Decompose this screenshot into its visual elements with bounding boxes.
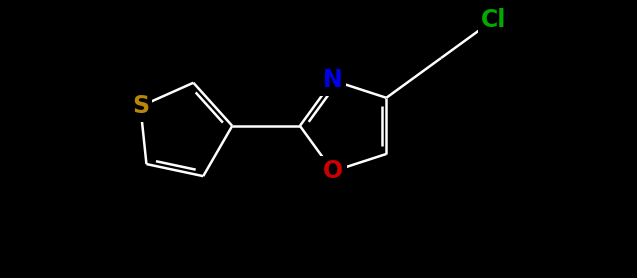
Text: N: N	[323, 68, 343, 93]
Text: O: O	[323, 159, 343, 183]
Text: S: S	[132, 94, 149, 118]
Text: Cl: Cl	[481, 8, 506, 32]
